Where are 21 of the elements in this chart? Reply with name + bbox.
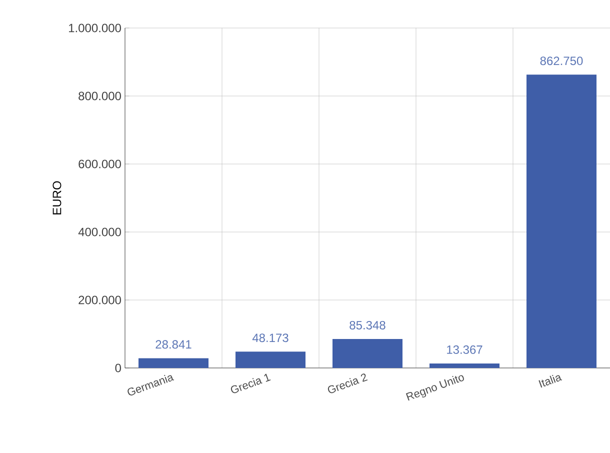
bar: [138, 358, 209, 368]
data-label: 48.173: [252, 334, 288, 342]
data-label: 85.348: [350, 320, 386, 330]
bar: [526, 74, 596, 368]
data-label: 862.750: [540, 56, 583, 66]
x-tick-label: Regno Unito: [406, 375, 464, 401]
x-tick-label: Grecia 2: [328, 374, 368, 394]
y-tick-label: 800.000: [78, 92, 121, 100]
data-label: 28.841: [156, 340, 192, 349]
y-tick-label: 1.000.000: [68, 24, 121, 32]
bar: [332, 338, 402, 368]
y-tick-label: 200.000: [78, 296, 121, 304]
y-axis-title: EURO: [52, 181, 62, 214]
y-tick-label: 400.000: [78, 228, 121, 236]
x-tick-label: Grecia 1: [230, 374, 271, 394]
bar: [236, 352, 306, 368]
bar: [430, 363, 500, 368]
y-tick-label: 600.000: [78, 160, 121, 168]
data-label: 13.367: [447, 345, 482, 354]
x-tick-label: Italia: [538, 374, 562, 388]
y-tick-label: 0: [115, 364, 122, 372]
